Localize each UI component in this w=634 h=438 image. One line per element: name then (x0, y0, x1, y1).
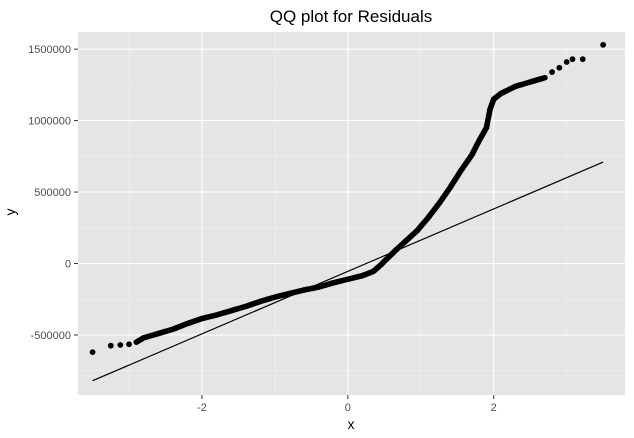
plot-panel-background (78, 32, 625, 395)
qq-reference-line (92, 161, 604, 382)
data-points (89, 41, 607, 356)
data-point (117, 342, 124, 348)
data-point (579, 56, 586, 63)
data-point (126, 341, 132, 348)
data-point (549, 69, 555, 75)
x-tick-label: 2 (491, 402, 497, 414)
data-point (563, 59, 570, 65)
grid-lines (78, 32, 625, 395)
plot-panel (78, 32, 625, 395)
y-tick-label: -500000 (31, 330, 71, 342)
y-tick-label: 0 (65, 259, 71, 271)
data-point (107, 342, 114, 349)
y-tick-label: 1500000 (28, 44, 71, 56)
data-point (89, 349, 96, 356)
y-tick-label: 1000000 (28, 116, 71, 128)
data-point (569, 56, 576, 63)
data-point (600, 41, 607, 48)
data-point (556, 64, 563, 71)
chart-title: QQ plot for Residuals (270, 7, 433, 26)
y-axis-title: y (2, 209, 18, 216)
y-tick-label: 500000 (34, 187, 71, 199)
axes: -2 0 2 -500000 0 500000 1000000 1500000 (28, 44, 497, 414)
x-tick-label: 0 (345, 402, 351, 414)
data-point (541, 74, 548, 81)
x-axis-title: x (348, 416, 355, 432)
reference-line-layer (92, 161, 604, 382)
x-tick-label: -2 (197, 402, 207, 414)
